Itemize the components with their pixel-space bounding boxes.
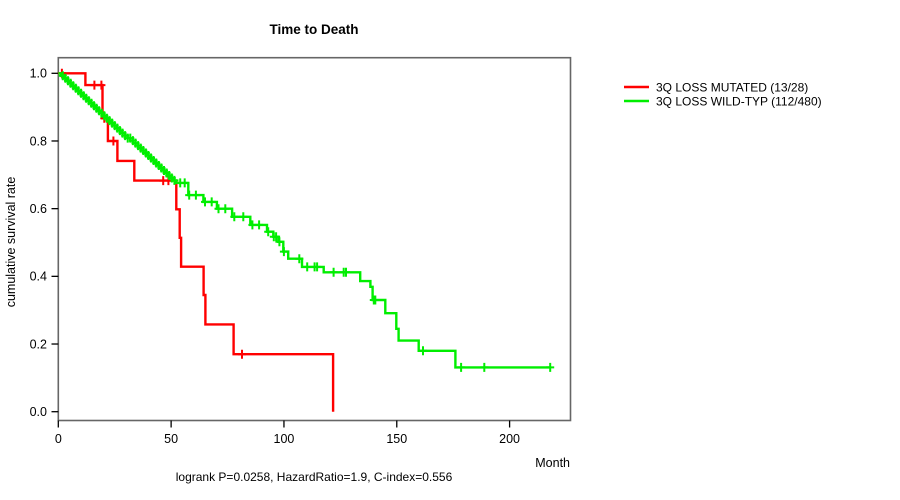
plot-frame [57, 56, 572, 422]
x-tick-label: 50 [164, 432, 178, 446]
y-axis-label: cumulative survival rate [4, 177, 18, 308]
x-tick-label: 0 [55, 432, 62, 446]
survival-curves [57, 68, 555, 412]
x-axis-ticks: 0 50 100 150 200 [55, 420, 520, 446]
censor-marks-mutated [57, 68, 246, 359]
x-tick-label: 200 [499, 432, 520, 446]
chart-title: Time to Death [269, 22, 358, 37]
x-tick-label: 100 [274, 432, 295, 446]
stats-footnote: logrank P=0.0258, HazardRatio=1.9, C-ind… [176, 470, 453, 484]
y-tick-label: 0.6 [30, 202, 47, 216]
survival-curve-wildtype [58, 72, 551, 369]
y-axis-ticks: 1.0 0.8 0.6 0.4 0.2 0.0 [30, 67, 59, 419]
y-tick-label: 0.8 [30, 134, 47, 148]
y-tick-label: 0.4 [30, 270, 47, 284]
survival-curve-mutated [58, 72, 335, 412]
legend-label-mutated: 3Q LOSS MUTATED (13/28) [656, 81, 808, 95]
y-tick-label: 1.0 [30, 67, 47, 81]
x-axis-label: Month [535, 456, 570, 470]
y-tick-label: 0.2 [30, 337, 47, 351]
legend-label-wildtype: 3Q LOSS WILD-TYP (112/480) [656, 95, 822, 109]
x-tick-label: 150 [386, 432, 407, 446]
legend: 3Q LOSS MUTATED (13/28) 3Q LOSS WILD-TYP… [624, 81, 822, 109]
y-tick-label: 0.0 [30, 405, 47, 419]
censor-marks-wildtype [58, 71, 555, 372]
